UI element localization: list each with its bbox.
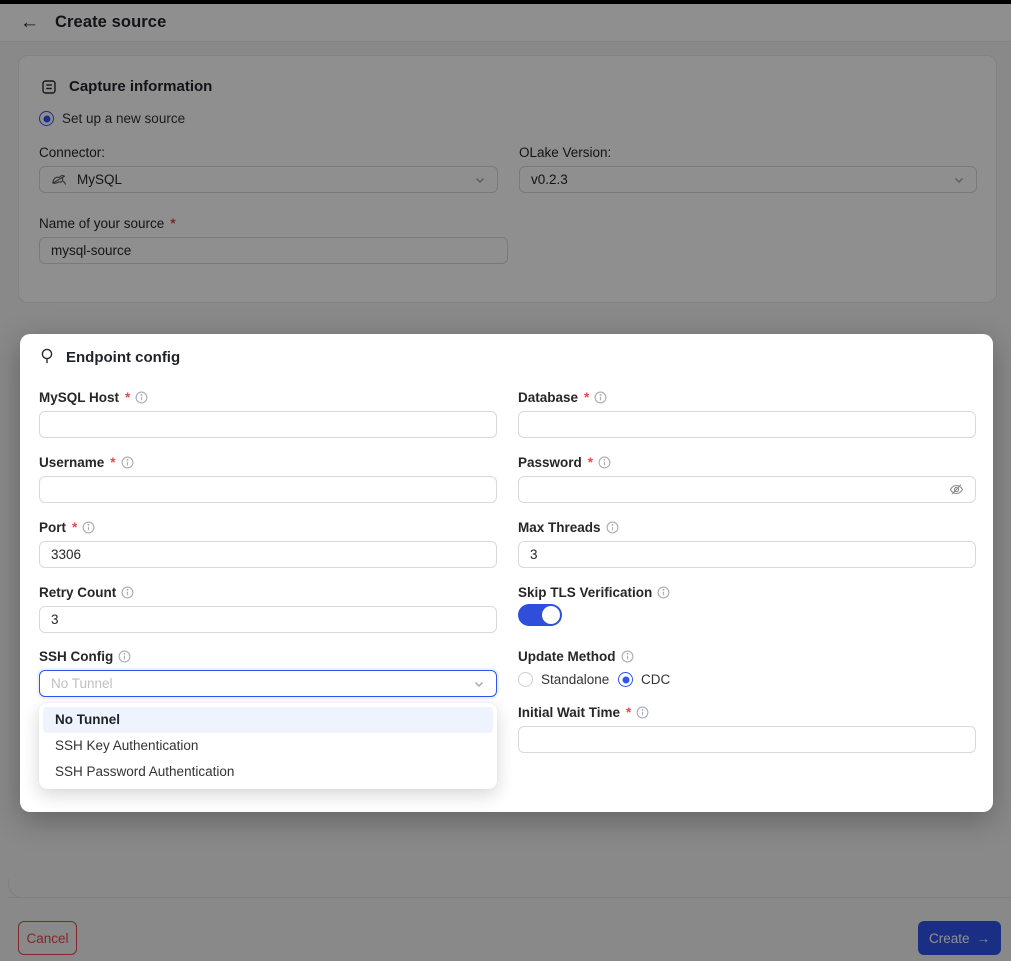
setup-new-source-radio[interactable]: Set up a new source [39,111,185,126]
cancel-button[interactable]: Cancel [18,921,77,955]
chevron-down-icon [953,174,965,186]
source-name-label: Name of your source * [39,215,176,231]
window-top-strip [0,0,1011,4]
dropdown-option-ssh-password-auth[interactable]: SSH Password Authentication [55,764,235,779]
page-title: Create source [55,13,167,31]
info-icon[interactable] [118,650,131,663]
retry-count-input[interactable]: 3 [39,606,497,633]
endpoint-card-header: Endpoint config [40,348,180,366]
retry-count-label: Retry Count [39,584,134,600]
database-input[interactable] [518,411,976,438]
back-arrow-icon[interactable]: ← [20,12,39,33]
update-method-label: Update Method [518,648,634,664]
radio-icon [39,111,54,126]
info-icon[interactable] [82,521,95,534]
port-input[interactable]: 3306 [39,541,497,568]
initial-wait-time-input[interactable] [518,726,976,753]
connector-select[interactable]: MySQL [39,166,498,193]
olake-version-label: OLake Version: [519,144,612,160]
cdc-label: CDC [641,672,671,687]
footer-divider [8,897,1011,898]
endpoint-config-icon [40,348,54,366]
chevron-down-icon [474,174,486,186]
password-input[interactable] [518,476,976,503]
endpoint-card-title: Endpoint config [66,348,181,366]
info-icon[interactable] [657,586,670,599]
ssh-config-label: SSH Config [39,648,131,664]
ssh-config-placeholder: No Tunnel [51,676,113,691]
port-label: Port * [39,519,95,535]
standalone-label: Standalone [541,672,610,687]
olake-version-value: v0.2.3 [531,172,568,187]
dropdown-option-ssh-key-auth[interactable]: SSH Key Authentication [55,738,199,753]
info-icon[interactable] [121,586,134,599]
create-button[interactable]: Create → [918,921,1001,955]
capture-information-card: Capture information Set up a new source … [18,55,997,303]
connector-value: MySQL [77,172,123,187]
max-threads-input[interactable]: 3 [518,541,976,568]
ssh-config-dropdown: No Tunnel SSH Key Authentication SSH Pas… [39,703,497,789]
info-icon[interactable] [636,706,649,719]
username-label: Username * [39,454,134,470]
setup-new-source-label: Set up a new source [62,111,186,126]
info-icon[interactable] [121,456,134,469]
chevron-down-icon [473,678,485,690]
page-header: ← Create source [0,4,1011,42]
radio-icon [518,672,533,687]
ssh-config-select[interactable]: No Tunnel [39,670,497,697]
capture-card-title: Capture information [69,78,213,95]
source-name-value: mysql-source [51,243,132,258]
update-method-cdc-radio[interactable]: CDC [618,672,670,687]
info-icon[interactable] [135,391,148,404]
capture-card-header: Capture information [41,78,212,95]
olake-version-select[interactable]: v0.2.3 [519,166,977,193]
database-label: Database * [518,389,607,405]
source-name-input[interactable]: mysql-source [39,237,508,264]
cancel-button-label: Cancel [26,930,69,946]
info-icon[interactable] [606,521,619,534]
mysql-host-input[interactable] [39,411,497,438]
info-icon[interactable] [621,650,634,663]
toggle-knob [542,606,560,624]
radio-icon [618,672,633,687]
dropdown-option-no-tunnel[interactable]: No Tunnel [43,707,493,733]
capture-info-icon [41,79,57,95]
connector-label: Connector: [39,144,106,160]
password-label: Password * [518,454,611,470]
create-button-label: Create [928,930,970,946]
max-threads-label: Max Threads [518,519,619,535]
update-method-standalone-radio[interactable]: Standalone [518,672,609,687]
required-marker: * [170,215,176,231]
create-arrow-icon: → [976,930,991,946]
info-icon[interactable] [594,391,607,404]
endpoint-config-card: Endpoint config MySQL Host * Database * Us… [20,334,993,812]
skip-tls-toggle[interactable] [518,604,562,626]
skip-tls-label: Skip TLS Verification [518,584,670,600]
info-icon[interactable] [598,456,611,469]
eye-invisible-icon[interactable] [949,482,964,497]
username-input[interactable] [39,476,497,503]
mysql-logo-icon [51,173,68,187]
initial-wait-time-label: Initial Wait Time * [518,704,649,720]
mysql-host-label: MySQL Host * [39,389,148,405]
